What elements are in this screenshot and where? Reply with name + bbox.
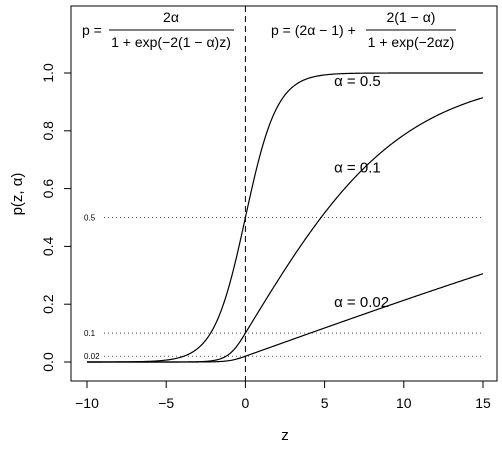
formula-right-denominator: 1 + exp(−2αz) [368,34,455,50]
formula-left-numerator: 2α [163,9,179,25]
y-tick-label: 0.2 [40,294,56,314]
formula-right-lhs: p = (2α − 1) + [271,22,356,38]
x-tick-label: −10 [75,395,99,411]
y-axis: 0.0 0.2 0.4 0.6 0.8 1.0 [40,63,72,372]
y-axis-title: p(z, α) [9,173,26,216]
formula-left: p = 2α 1 + exp(−2(1 − α)z) [82,9,234,50]
formula-right-numerator: 2(1 − α) [387,9,436,25]
y-tick-label: 0.4 [40,236,56,256]
reference-lines: 0.5 0.1 0.02 [84,6,483,381]
formula-right: p = (2α − 1) + 2(1 − α) 1 + exp(−2αz) [271,9,456,50]
series-line [87,273,484,363]
reference-label: 0.1 [84,329,96,338]
plot-frame [70,5,498,382]
formula-left-lhs: p = [82,22,102,38]
x-tick-label: 10 [396,395,412,411]
x-tick-label: 0 [242,395,250,411]
series-label: α = 0.1 [334,160,381,177]
x-axis: −10 −5 0 5 10 15 [75,380,491,411]
curve-labels: α = 0.5 α = 0.1 α = 0.02 [334,73,389,311]
reference-label: 0.02 [84,352,100,361]
x-tick-label: 15 [475,395,491,411]
y-tick-label: 0.6 [40,179,56,199]
y-tick-label: 1.0 [40,63,56,83]
y-tick-label: 0.0 [40,352,56,372]
series-label: α = 0.5 [334,73,381,90]
formula-left-denominator: 1 + exp(−2(1 − α)z) [111,34,231,50]
series-label: α = 0.02 [334,294,389,311]
reference-label: 0.5 [84,214,96,223]
x-tick-label: 5 [321,395,329,411]
x-axis-title: z [281,427,289,444]
series-line [87,97,484,363]
curves [87,72,484,363]
y-tick-label: 0.8 [40,121,56,141]
x-tick-label: −5 [158,395,174,411]
series-line [87,72,483,363]
